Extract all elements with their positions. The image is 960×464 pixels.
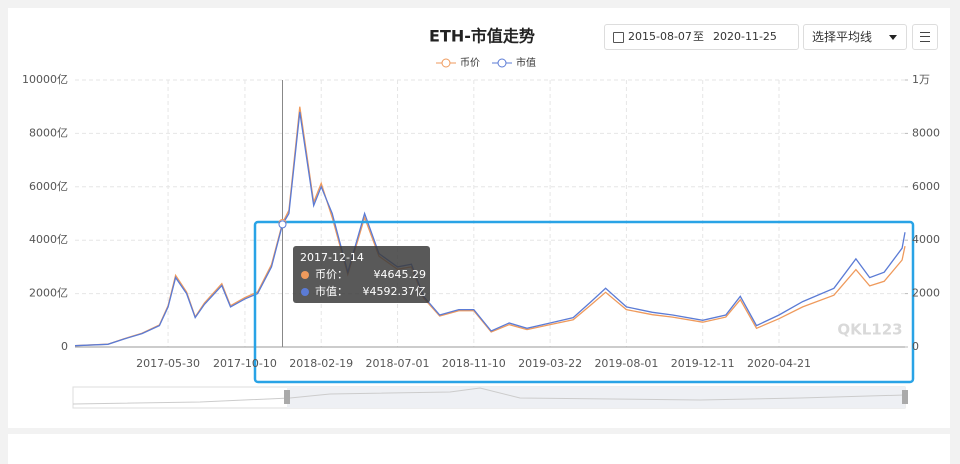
tooltip-label: 市值： [315,284,348,298]
y2-tick-label: 6000 [912,180,940,193]
date-sep: 至 [693,30,704,43]
y2-tick-label: 2000 [912,287,940,300]
series-line [74,106,906,347]
zoom-preview [72,387,906,405]
select-label: 选择平均线 [812,30,873,44]
zoom-handle[interactable] [902,390,908,404]
y2-tick-label: 0 [912,340,919,353]
x-tick-label: 2018-11-10 [442,357,506,370]
legend-label: 市值 [516,56,536,69]
caret [889,35,897,44]
x-tick-label: 2018-02-19 [289,357,353,370]
y2-tick-label: 8000 [912,126,940,139]
legend-marker [497,58,507,68]
chart-card [8,8,950,428]
legend-marker [441,58,451,68]
x-tick-label: 2020-04-21 [747,357,811,370]
x-tick-label: 2019-12-11 [671,357,735,370]
highlight-box [253,220,915,384]
x-tick-label: 2018-07-01 [366,357,430,370]
tooltip [293,246,430,303]
tooltip-label: 币价： [315,268,348,281]
tooltip-title: 2017-12-14 [300,251,364,264]
menu-button[interactable] [912,24,938,50]
zoom-handle[interactable] [284,390,290,404]
y-tick-label: 2000亿 [29,287,68,300]
x-tick-label: 2019-08-01 [594,357,658,370]
x-tick-label: 2017-10-10 [213,357,277,370]
tooltip-dot [301,288,309,296]
date-from: 2015-08-07 [628,30,692,43]
tooltip-value: ¥4592.37亿 [363,285,427,298]
menu-icon [920,32,930,42]
tooltip-point [278,220,287,229]
watermark: QKL123 [837,321,902,339]
y-tick-label: 10000亿 [22,73,68,86]
date-range[interactable]: 2015-08-07 至 2020-11-25 [604,24,799,50]
y-tick-label: 6000亿 [29,180,68,193]
tooltip-dot [301,271,309,279]
calendar-icon [613,32,624,43]
tooltip-value: ¥4645.29 [374,268,427,281]
x-tick-label: 2017-05-30 [136,357,200,370]
y-tick-label: 0 [61,340,68,353]
y-tick-label: 4000亿 [29,233,68,246]
y2-tick-label: 1万 [912,73,930,86]
x-tick-label: 2019-03-22 [518,357,582,370]
y-tick-label: 8000亿 [29,126,68,139]
date-to: 2020-11-25 [713,30,777,43]
menu-icon [920,36,930,37]
series-line [74,111,906,347]
legend-label: 币价 [460,57,480,69]
y2-tick-label: 4000 [912,233,940,246]
ma-select[interactable]: 选择平均线 [803,24,907,50]
chart-title: ETH-市值走势 [429,27,535,46]
